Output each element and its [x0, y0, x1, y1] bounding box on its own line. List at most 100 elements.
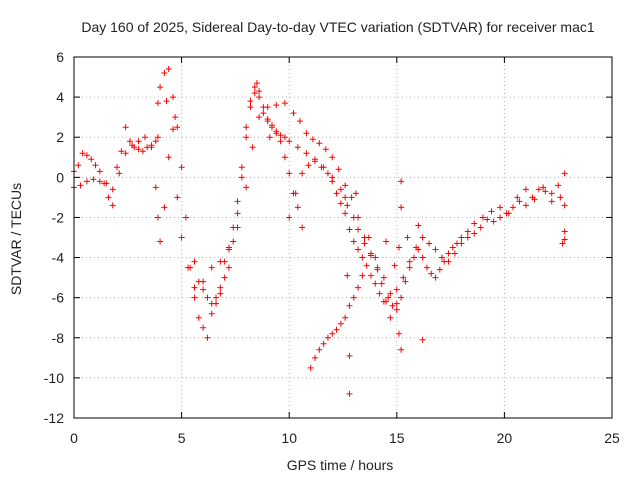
data-point: [316, 140, 323, 147]
data-point: [365, 234, 372, 241]
data-point: [419, 254, 426, 261]
data-point: [398, 178, 405, 185]
data-point: [286, 170, 293, 177]
data-point: [305, 162, 312, 169]
data-point: [230, 238, 237, 245]
y-axis-tick-labels: -12 -10 -8 -6 -4 -2 0 2 4 6: [44, 49, 64, 426]
data-point: [281, 100, 288, 107]
data-point: [535, 186, 542, 193]
data-point: [316, 346, 323, 353]
data-point: [346, 352, 353, 359]
data-point: [191, 284, 198, 291]
data-point: [522, 202, 529, 209]
data-point: [268, 122, 275, 129]
data-point: [505, 210, 512, 217]
data-point: [88, 156, 95, 163]
series-track-f: [385, 184, 568, 313]
data-point: [363, 262, 370, 269]
data-point: [103, 180, 110, 187]
data-point: [225, 264, 232, 271]
data-point: [329, 178, 336, 185]
data-point: [471, 230, 478, 237]
data-point: [309, 136, 316, 143]
data-point: [559, 240, 566, 247]
series-isolated: [154, 80, 568, 397]
data-point: [333, 190, 340, 197]
data-point: [122, 124, 129, 131]
data-point: [152, 138, 159, 145]
data-point: [247, 104, 254, 111]
data-point: [432, 274, 439, 281]
data-point: [471, 220, 478, 227]
data-point: [225, 244, 232, 251]
data-point: [277, 132, 284, 139]
x-tick-label: 15: [389, 430, 405, 446]
data-point: [329, 330, 336, 337]
axis-ticks: [73, 56, 613, 419]
data-point: [273, 128, 280, 135]
data-point: [387, 314, 394, 321]
data-point: [350, 294, 357, 301]
data-point: [320, 340, 327, 347]
data-point: [387, 290, 394, 297]
x-tick-label: 10: [281, 430, 297, 446]
data-point: [372, 280, 379, 287]
data-point: [139, 148, 146, 155]
data-point: [83, 152, 90, 159]
data-point: [185, 264, 192, 271]
data-point: [385, 294, 392, 301]
y-tick-label: -6: [52, 290, 65, 306]
data-point: [458, 234, 465, 241]
data-point: [191, 258, 198, 265]
data-point: [432, 246, 439, 253]
data-point: [208, 300, 215, 307]
y-tick-label: -8: [52, 330, 65, 346]
data-point: [522, 186, 529, 193]
y-tick-label: 6: [56, 49, 64, 65]
data-point: [157, 238, 164, 245]
data-point: [126, 138, 133, 145]
data-point: [116, 170, 123, 177]
series-track-c: [191, 88, 394, 321]
data-point: [243, 124, 250, 131]
data-point: [342, 210, 349, 217]
data-point: [378, 280, 385, 287]
data-point: [337, 320, 344, 327]
data-point: [561, 170, 568, 177]
data-point: [312, 158, 319, 165]
data-point: [415, 222, 422, 229]
data-point: [335, 166, 342, 173]
data-point: [406, 264, 413, 271]
data-point: [161, 204, 168, 211]
data-point: [96, 168, 103, 175]
data-point: [346, 226, 353, 233]
data-point: [359, 272, 366, 279]
series-track-d: [286, 158, 387, 305]
data-point: [415, 246, 422, 253]
data-point: [419, 234, 426, 241]
data-point: [135, 146, 142, 153]
data-point: [355, 226, 362, 233]
data-point: [395, 244, 402, 251]
data-point: [488, 208, 495, 215]
data-point: [165, 154, 172, 161]
data-point: [200, 324, 207, 331]
data-point: [411, 254, 418, 261]
data-point: [299, 170, 306, 177]
data-point: [208, 310, 215, 317]
plot-frame: [73, 56, 613, 419]
data-point: [243, 184, 250, 191]
data-point: [281, 154, 288, 161]
data-points: [71, 66, 568, 397]
data-point: [92, 162, 99, 169]
data-point: [355, 246, 362, 253]
data-point: [161, 70, 168, 77]
data-point: [561, 236, 568, 243]
data-point: [497, 214, 504, 221]
x-tick-label: 5: [178, 430, 186, 446]
data-point: [374, 266, 381, 273]
data-point: [350, 214, 357, 221]
data-point: [477, 224, 484, 231]
data-point: [234, 198, 241, 205]
